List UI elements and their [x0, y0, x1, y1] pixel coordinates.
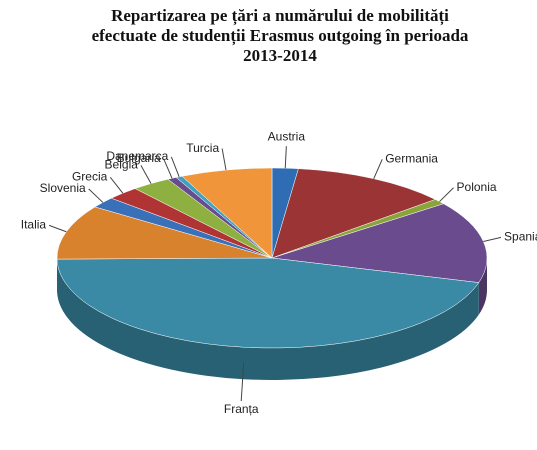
slice: [56, 257, 480, 349]
slice-label: Italia: [21, 218, 47, 232]
leader-line: [109, 177, 124, 194]
leader-line: [439, 187, 454, 202]
slice-label: Austria: [268, 129, 306, 143]
leader-line: [170, 156, 180, 178]
leader-line: [284, 146, 287, 169]
slice-label: Franța: [224, 402, 259, 416]
leader-line: [483, 236, 502, 242]
chart-title: Repartizarea pe țări a numărului de mobi…: [91, 6, 469, 65]
slice-label: Danemarca: [106, 149, 168, 163]
slice-label: Belgia: [105, 158, 139, 172]
slice: [181, 167, 273, 259]
leader-line: [48, 224, 67, 233]
slice-label: Germania: [385, 151, 438, 165]
slice-label: Bulgaria: [117, 151, 161, 165]
leader-line: [240, 363, 245, 402]
leader-line: [221, 148, 227, 171]
slice-label: Grecia: [72, 170, 108, 184]
leader-line: [88, 188, 104, 203]
slice: [271, 203, 488, 283]
leader-line: [140, 165, 152, 184]
slice-label: Slovenia: [40, 181, 86, 195]
leader-line: [163, 158, 173, 179]
slice-label: Turcia: [186, 141, 219, 155]
slice: [56, 206, 273, 260]
slice-label: Spania: [504, 230, 537, 244]
slice-label: Polonia: [457, 180, 497, 194]
leader-line: [373, 159, 383, 179]
slice-side: [57, 259, 479, 380]
slice-side: [478, 258, 487, 315]
